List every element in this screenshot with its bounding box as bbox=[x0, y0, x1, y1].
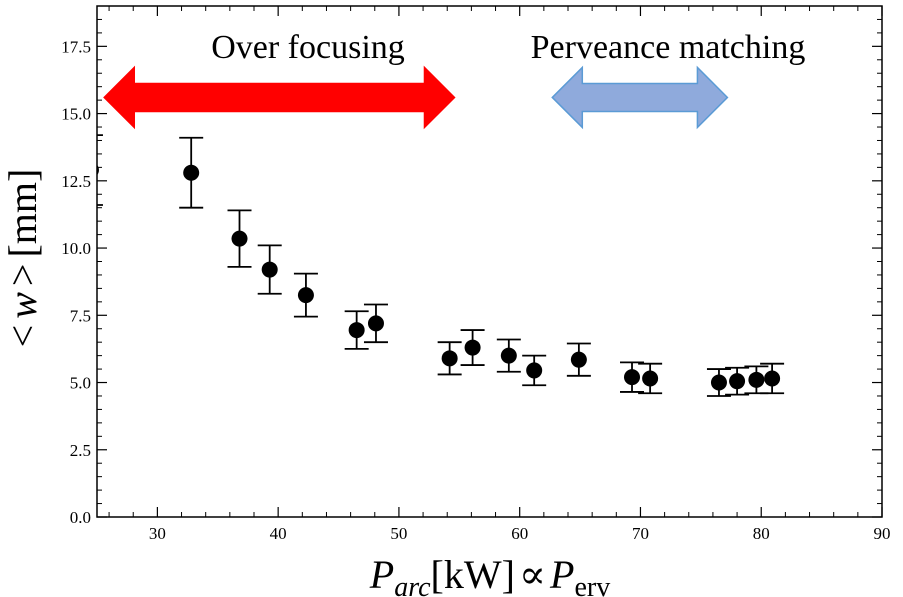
point-marker bbox=[748, 371, 765, 388]
x-axis-label: Parc[kW] ∝ Perv bbox=[369, 552, 610, 597]
y-tick-label: 7.5 bbox=[70, 306, 91, 325]
y-axis-label: <w>[mm] bbox=[0, 169, 45, 348]
data-points bbox=[97, 134, 785, 397]
x-tick-label: 30 bbox=[149, 524, 166, 543]
data-point bbox=[566, 342, 591, 377]
y-tick-label: 15.0 bbox=[61, 105, 91, 124]
data-point bbox=[744, 365, 769, 395]
point-marker bbox=[441, 350, 458, 367]
perveance-matching-arrow bbox=[551, 65, 729, 130]
data-point bbox=[437, 341, 462, 376]
point-marker bbox=[624, 369, 641, 386]
x-tick-label: 50 bbox=[390, 524, 407, 543]
annotation-perveance-matching: Perveance matching bbox=[531, 29, 806, 66]
y-tick-label: 5.0 bbox=[70, 374, 91, 393]
point-marker bbox=[97, 164, 99, 176]
point-marker bbox=[464, 339, 481, 356]
data-point bbox=[227, 209, 252, 268]
data-point bbox=[522, 354, 547, 387]
data-point bbox=[725, 366, 750, 396]
data-point bbox=[620, 361, 645, 393]
data-point bbox=[638, 362, 663, 395]
point-marker bbox=[261, 261, 278, 278]
data-point bbox=[344, 310, 369, 350]
plot-frame bbox=[96, 5, 883, 518]
y-tick-label: 10.0 bbox=[61, 239, 91, 258]
data-point bbox=[460, 329, 485, 366]
point-marker bbox=[710, 374, 727, 391]
point-marker bbox=[642, 370, 659, 387]
x-tick-label: 80 bbox=[753, 524, 770, 543]
annotation-over-focusing: Over focusing bbox=[211, 29, 405, 66]
point-marker bbox=[526, 362, 543, 379]
data-point bbox=[760, 362, 785, 395]
point-marker bbox=[367, 315, 384, 332]
x-tick-label: 40 bbox=[270, 524, 287, 543]
data-point bbox=[293, 272, 318, 318]
annotation-arrows bbox=[103, 65, 729, 130]
y-tick-label: 0.0 bbox=[70, 508, 91, 527]
point-marker bbox=[231, 230, 248, 247]
over-focusing-arrow bbox=[103, 65, 456, 130]
point-marker bbox=[183, 164, 200, 181]
data-point bbox=[97, 134, 103, 206]
data-point bbox=[179, 136, 204, 209]
point-marker bbox=[764, 370, 781, 387]
point-marker bbox=[297, 287, 314, 304]
x-tick-label: 60 bbox=[511, 524, 528, 543]
data-point bbox=[363, 303, 388, 344]
point-marker bbox=[570, 351, 587, 368]
data-point bbox=[496, 338, 521, 373]
x-axis-ticks: 30 40 50 60 70 80 90 bbox=[108, 6, 891, 543]
y-tick-label: 12.5 bbox=[61, 172, 91, 191]
y-axis-ticks: 0.0 2.5 5.0 7.5 10.0 12.5 15.0 17.5 bbox=[61, 18, 882, 527]
point-marker bbox=[500, 347, 517, 364]
plot-axes bbox=[96, 5, 883, 518]
data-point bbox=[706, 368, 731, 397]
point-marker bbox=[729, 373, 746, 390]
y-tick-label: 2.5 bbox=[70, 441, 91, 460]
y-tick-label: 17.5 bbox=[61, 37, 91, 56]
x-tick-label: 90 bbox=[874, 524, 891, 543]
x-tick-label: 70 bbox=[632, 524, 649, 543]
point-marker bbox=[348, 322, 365, 339]
data-point bbox=[257, 244, 282, 295]
